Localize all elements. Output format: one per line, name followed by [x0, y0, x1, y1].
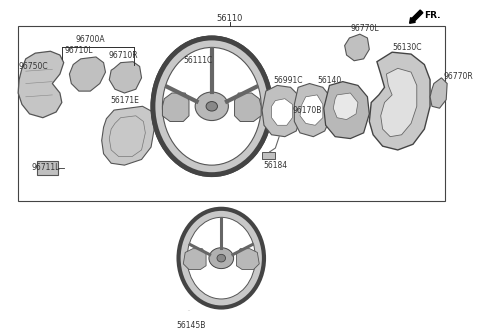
Polygon shape	[333, 93, 358, 120]
Text: 56145B: 56145B	[176, 321, 205, 328]
Text: 56140: 56140	[317, 76, 341, 85]
Polygon shape	[18, 51, 64, 118]
Polygon shape	[109, 62, 142, 93]
Ellipse shape	[187, 217, 255, 299]
Polygon shape	[381, 68, 417, 137]
Polygon shape	[294, 84, 332, 137]
Text: 56110: 56110	[216, 14, 243, 24]
Polygon shape	[345, 34, 369, 61]
Polygon shape	[235, 93, 261, 121]
Polygon shape	[162, 93, 189, 121]
Text: FR.: FR.	[424, 11, 441, 20]
Text: 96700A: 96700A	[75, 35, 105, 44]
Bar	[262, 152, 276, 159]
Text: 56130C: 56130C	[392, 43, 421, 52]
Ellipse shape	[162, 48, 261, 165]
Text: 96770R: 96770R	[444, 72, 473, 81]
Text: 56111C: 56111C	[183, 55, 213, 65]
Polygon shape	[70, 57, 106, 91]
Polygon shape	[430, 78, 447, 108]
Polygon shape	[300, 95, 323, 125]
Ellipse shape	[195, 92, 228, 120]
Text: 56991C: 56991C	[274, 76, 303, 85]
Polygon shape	[272, 99, 292, 125]
Polygon shape	[262, 85, 302, 137]
Text: 96170B: 96170B	[292, 106, 322, 114]
Polygon shape	[183, 249, 206, 270]
Ellipse shape	[209, 248, 234, 269]
Text: 56184: 56184	[264, 161, 288, 170]
Text: 96710L: 96710L	[65, 46, 93, 55]
Text: 96711L: 96711L	[32, 163, 60, 173]
Bar	[18, 26, 445, 201]
Ellipse shape	[206, 102, 217, 111]
Ellipse shape	[153, 38, 271, 174]
Ellipse shape	[217, 254, 226, 262]
Text: 96750C: 96750C	[18, 62, 48, 71]
Polygon shape	[324, 82, 369, 138]
Text: 56171E: 56171E	[110, 96, 139, 105]
FancyArrow shape	[409, 10, 423, 23]
Text: 96710R: 96710R	[108, 51, 138, 60]
Ellipse shape	[179, 209, 264, 308]
Polygon shape	[237, 249, 259, 270]
Text: 96770L: 96770L	[350, 24, 379, 33]
Bar	[37, 161, 58, 174]
Polygon shape	[369, 52, 430, 150]
Polygon shape	[102, 106, 155, 165]
Circle shape	[185, 311, 193, 319]
